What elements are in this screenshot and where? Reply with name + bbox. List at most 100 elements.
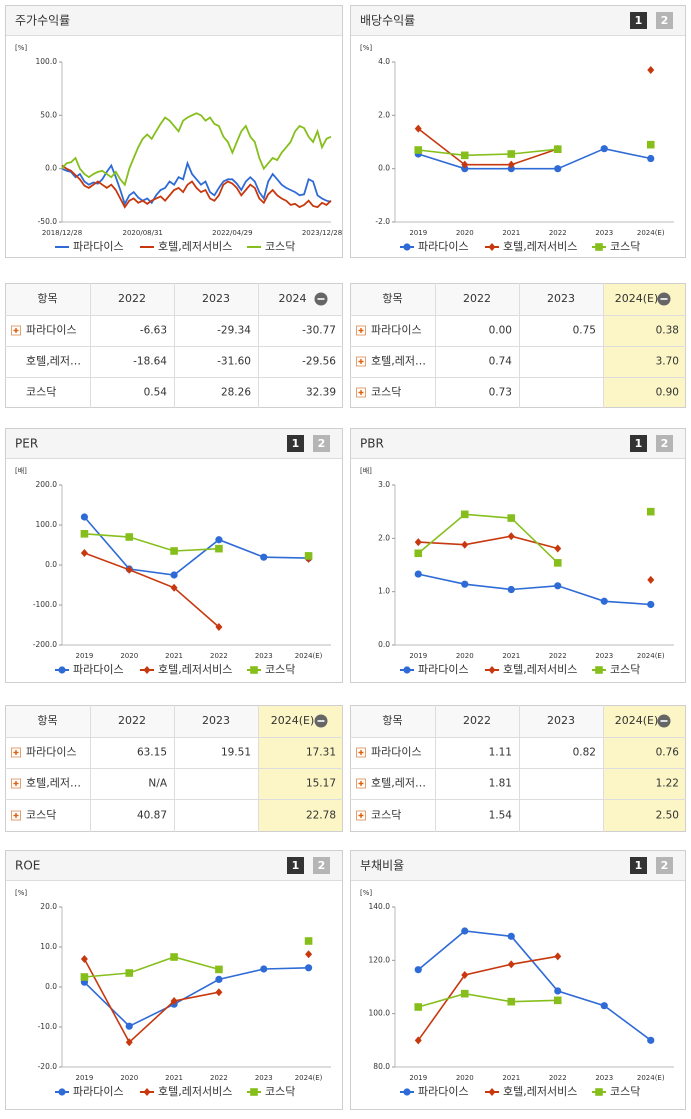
y-tick-label: 100.0 bbox=[369, 1009, 391, 1018]
marker bbox=[215, 544, 223, 553]
marker bbox=[414, 124, 422, 133]
tab-label[interactable]: 2 bbox=[661, 859, 669, 872]
marker bbox=[414, 570, 422, 578]
tab-label[interactable]: 1 bbox=[635, 437, 643, 450]
legend-label: 파라다이스 bbox=[73, 663, 124, 676]
x-tick-label: 2021 bbox=[165, 652, 183, 660]
value-cell: 0.00 bbox=[489, 325, 512, 337]
marker bbox=[125, 1022, 133, 1030]
tab-button[interactable] bbox=[313, 857, 330, 874]
row-label: 코스닥 bbox=[26, 809, 56, 822]
marker bbox=[647, 154, 655, 163]
tab-label[interactable]: 2 bbox=[318, 859, 326, 872]
y-tick-label: 80.0 bbox=[373, 1062, 390, 1071]
marker bbox=[58, 1088, 66, 1096]
expand-plus[interactable] bbox=[13, 781, 19, 786]
y-tick-label: 0.0 bbox=[378, 640, 390, 649]
marker bbox=[460, 151, 469, 160]
x-tick-label: 2021 bbox=[502, 1074, 520, 1082]
tab-button[interactable] bbox=[313, 435, 330, 452]
value-cell: -31.60 bbox=[217, 356, 251, 368]
x-tick-label: 2024(E) bbox=[295, 1074, 323, 1082]
value-cell: 28.26 bbox=[221, 387, 251, 399]
expand-plus[interactable] bbox=[13, 328, 19, 333]
tab-button[interactable] bbox=[656, 12, 673, 29]
panel-title: PER bbox=[15, 437, 38, 451]
tab-button[interactable] bbox=[630, 12, 647, 29]
marker bbox=[304, 937, 313, 945]
x-tick-label: 2021 bbox=[502, 229, 520, 237]
expand-plus[interactable] bbox=[358, 390, 364, 395]
marker bbox=[554, 582, 562, 590]
marker bbox=[595, 243, 603, 251]
marker bbox=[507, 585, 515, 594]
marker bbox=[125, 533, 134, 541]
marker bbox=[600, 1002, 608, 1010]
header-cell: 항목 bbox=[37, 714, 57, 727]
legend-label: 호텔,레저서비스 bbox=[503, 240, 577, 253]
x-tick-label: 2023 bbox=[255, 652, 273, 660]
y-tick-label: 100.0 bbox=[36, 57, 58, 66]
series-line bbox=[83, 967, 309, 1028]
row-label: 파라다이스 bbox=[371, 324, 422, 337]
expand-plus[interactable] bbox=[358, 359, 364, 364]
tab-button[interactable] bbox=[630, 857, 647, 874]
x-tick-label: 2019 bbox=[409, 1074, 427, 1082]
expand-plus[interactable] bbox=[358, 813, 364, 818]
expand-plus[interactable] bbox=[13, 750, 19, 755]
header-cell: 2022 bbox=[118, 714, 146, 727]
marker bbox=[125, 969, 134, 977]
expand-plus[interactable] bbox=[358, 750, 364, 755]
value-cell: 0.82 bbox=[573, 747, 596, 759]
marker bbox=[553, 559, 562, 567]
tab-label[interactable]: 1 bbox=[292, 859, 300, 872]
tab-button[interactable] bbox=[630, 435, 647, 452]
title-bar bbox=[6, 851, 342, 880]
tab-button[interactable] bbox=[287, 435, 304, 452]
tab-label[interactable]: 2 bbox=[661, 14, 669, 27]
value-cell: 0.75 bbox=[573, 325, 596, 337]
y-tick-label: 10.0 bbox=[40, 942, 57, 951]
legend-label: 코스닥 bbox=[610, 663, 640, 676]
tab-label[interactable]: 2 bbox=[318, 437, 326, 450]
legend-label: 코스닥 bbox=[265, 240, 295, 253]
header-cell: 2024(E) bbox=[271, 714, 315, 727]
expand-plus[interactable] bbox=[13, 813, 19, 818]
series-line bbox=[61, 164, 332, 209]
marker bbox=[80, 955, 88, 963]
value-cell: 15.17 bbox=[306, 778, 336, 790]
marker bbox=[647, 575, 655, 584]
title-bar bbox=[6, 429, 342, 458]
value-cell: 0.38 bbox=[656, 325, 679, 337]
marker bbox=[461, 971, 469, 979]
tab-button[interactable] bbox=[656, 435, 673, 452]
expand-plus[interactable] bbox=[358, 781, 364, 786]
legend-label: 파라다이스 bbox=[418, 663, 469, 676]
tab-button[interactable] bbox=[287, 857, 304, 874]
value-cell: 63.15 bbox=[137, 747, 167, 759]
tab-label[interactable]: 2 bbox=[661, 437, 669, 450]
x-tick-label: 2022 bbox=[549, 1074, 567, 1082]
x-tick-label: 2022 bbox=[210, 1074, 228, 1082]
tab-label[interactable]: 1 bbox=[635, 859, 643, 872]
panel-title: 주가수익률 bbox=[15, 14, 70, 28]
legend-label: 파라다이스 bbox=[73, 240, 124, 253]
x-tick-label: 2022/04/29 bbox=[212, 229, 252, 237]
marker bbox=[403, 1088, 411, 1096]
marker bbox=[170, 571, 178, 579]
panel bbox=[350, 5, 686, 258]
marker bbox=[647, 1036, 655, 1044]
tab-button[interactable] bbox=[656, 857, 673, 874]
marker bbox=[170, 997, 178, 1005]
tab-label[interactable]: 1 bbox=[292, 437, 300, 450]
marker bbox=[460, 510, 469, 519]
tab-label[interactable]: 1 bbox=[635, 14, 643, 27]
header-cell: 항목 bbox=[37, 292, 57, 305]
unit-label: [%] bbox=[15, 44, 27, 52]
x-tick-label: 2022 bbox=[549, 229, 567, 237]
expand-plus[interactable] bbox=[358, 328, 364, 333]
series-line bbox=[418, 147, 651, 170]
series-line bbox=[418, 992, 558, 1008]
marker bbox=[507, 532, 515, 541]
x-tick-label: 2023 bbox=[595, 1074, 613, 1082]
